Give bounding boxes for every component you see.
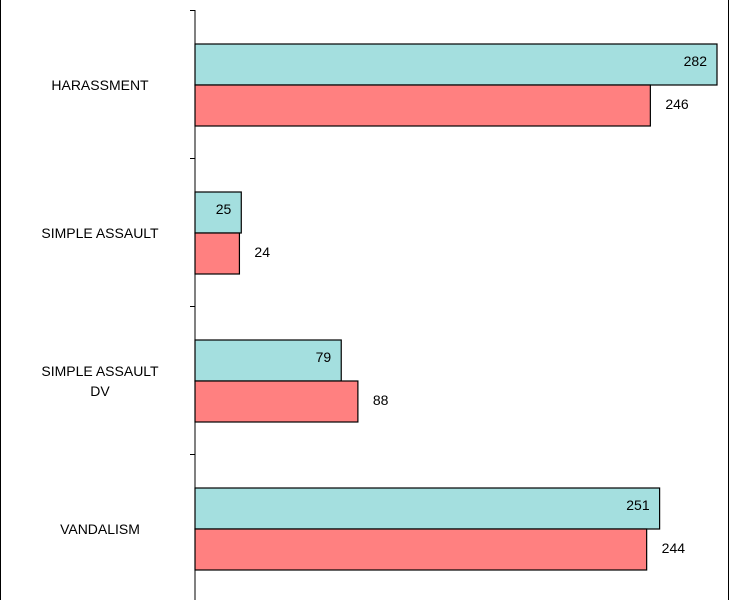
data-label-series-1: 25 — [216, 201, 232, 217]
bar-series-2 — [194, 232, 241, 275]
data-label-series-2: 88 — [373, 392, 389, 408]
data-label-series-1: 79 — [316, 349, 332, 365]
category-label: VANDALISM — [60, 521, 140, 537]
data-label-series-2: 244 — [662, 540, 686, 556]
data-label-series-1: 282 — [684, 53, 708, 69]
category-label: SIMPLE ASSAULT — [41, 363, 159, 379]
data-label-series-2: 246 — [665, 96, 689, 112]
bar-series-2 — [194, 380, 359, 423]
bar-series-1 — [194, 487, 661, 530]
category-label: DV — [90, 383, 110, 399]
bar-series-1 — [194, 191, 242, 234]
data-label-series-1: 251 — [626, 497, 650, 513]
category-label: HARASSMENT — [51, 77, 149, 93]
bar-series-2 — [194, 528, 648, 571]
category-label: SIMPLE ASSAULT — [41, 225, 159, 241]
data-label-series-2: 24 — [254, 244, 270, 260]
bar-series-1 — [194, 43, 718, 86]
bar-series-2 — [194, 84, 651, 127]
